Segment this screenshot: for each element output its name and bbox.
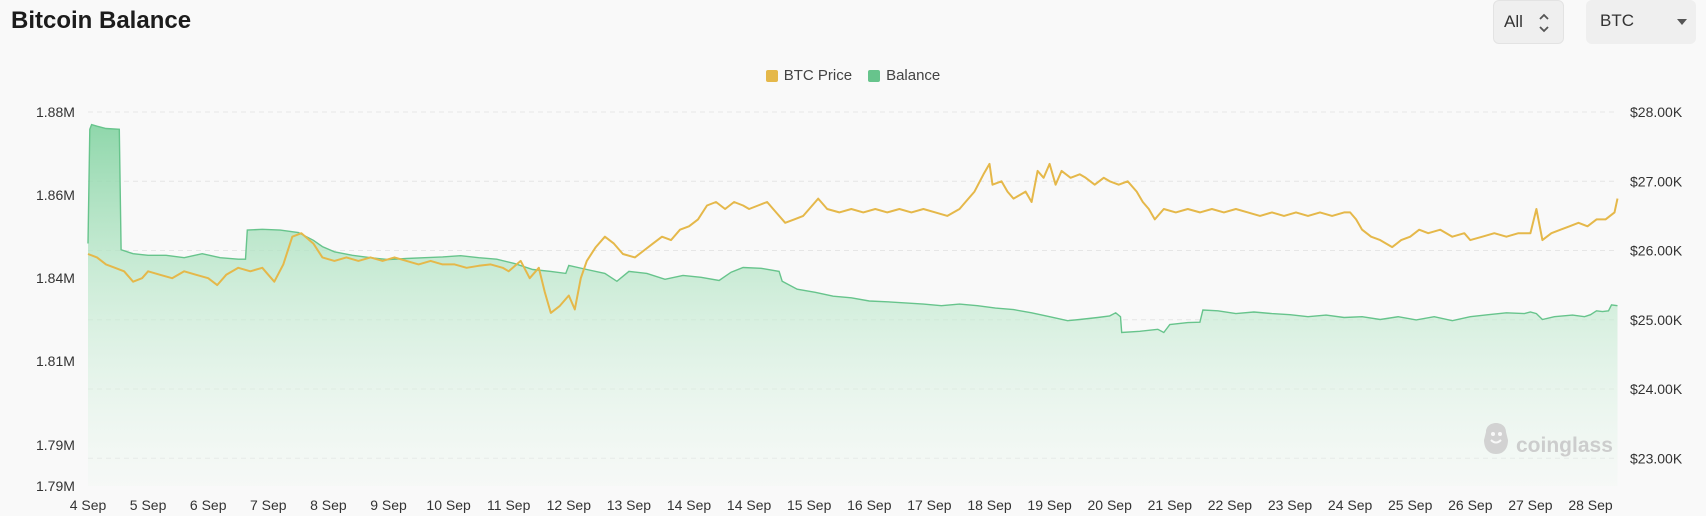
x-tick-label: 19 Sep <box>1027 497 1072 513</box>
x-tick-label: 15 Sep <box>787 497 832 513</box>
y-left-tick-label: 1.81M <box>36 353 75 369</box>
y-left-tick-label: 1.84M <box>36 270 75 286</box>
y-right-tick-label: $25.00K <box>1630 312 1683 328</box>
caret-down-icon <box>1677 19 1687 25</box>
x-tick-label: 9 Sep <box>370 497 407 513</box>
y-right-tick-label: $27.00K <box>1630 173 1683 189</box>
legend-swatch-btc-price <box>765 69 778 82</box>
x-tick-label: 8 Sep <box>310 497 347 513</box>
series-lines-layer <box>87 123 1619 334</box>
header: Bitcoin Balance All BTC <box>0 0 1706 56</box>
range-select-value: All <box>1504 12 1523 31</box>
balance-area-layer <box>88 124 1618 486</box>
coin-select[interactable]: BTC <box>1586 0 1696 44</box>
x-tick-label: 16 Sep <box>847 497 892 513</box>
x-tick-label: 27 Sep <box>1508 497 1553 513</box>
x-tick-label: 18 Sep <box>967 497 1012 513</box>
y-axis-right: $28.00K $27.00K $26.00K $25.00K $24.00K $23.0… <box>1630 104 1683 466</box>
y-axis-left: 1.88M 1.86M 1.84M 1.81M 1.79M 1.79M <box>36 104 75 494</box>
legend-label-balance: Balance <box>886 67 941 84</box>
x-tick-label: 20 Sep <box>1088 497 1133 513</box>
x-axis: 4 Sep 5 Sep 6 Sep 7 Sep 8 Sep 9 Sep 10 Sep 11 S… <box>70 497 1613 513</box>
balance-area <box>88 124 1618 486</box>
watermark: coinglass <box>1484 423 1613 457</box>
y-left-tick-label: 1.88M <box>36 104 75 120</box>
legend-item-btc-price[interactable]: BTC Price <box>765 67 853 84</box>
x-tick-label: 4 Sep <box>70 497 107 513</box>
up-down-chevron-icon <box>1539 13 1549 33</box>
y-right-tick-label: $26.00K <box>1630 243 1683 259</box>
x-tick-label: 10 Sep <box>426 497 471 513</box>
watermark-text: coinglass <box>1516 434 1613 457</box>
x-tick-label: 14 Sep <box>727 497 772 513</box>
x-tick-label: 5 Sep <box>130 497 167 513</box>
x-tick-label: 22 Sep <box>1208 497 1253 513</box>
x-tick-label: 14 Sep <box>667 497 712 513</box>
range-select[interactable]: All <box>1493 0 1564 44</box>
x-tick-label: 6 Sep <box>190 497 227 513</box>
legend-item-balance[interactable]: Balance <box>868 67 940 84</box>
x-tick-label: 28 Sep <box>1568 497 1613 513</box>
coinglass-logo-icon <box>1484 423 1508 454</box>
y-left-tick-label: 1.79M <box>36 478 75 494</box>
y-right-tick-label: $24.00K <box>1630 381 1683 397</box>
y-left-tick-label: 1.79M <box>36 437 75 453</box>
legend-label-btc-price: BTC Price <box>783 67 853 84</box>
x-tick-label: 13 Sep <box>607 497 652 513</box>
coin-select-value: BTC <box>1600 11 1634 30</box>
x-tick-label: 21 Sep <box>1148 497 1193 513</box>
y-left-tick-label: 1.86M <box>36 187 75 203</box>
x-tick-label: 12 Sep <box>547 497 592 513</box>
chart-legend: BTC Price Balance <box>0 67 1706 84</box>
btc-price-line <box>87 162 1619 314</box>
x-tick-label: 24 Sep <box>1328 497 1373 513</box>
y-right-tick-label: $28.00K <box>1630 104 1683 120</box>
x-tick-label: 26 Sep <box>1448 497 1493 513</box>
x-tick-label: 25 Sep <box>1388 497 1433 513</box>
x-tick-label: 11 Sep <box>487 497 531 513</box>
y-right-tick-label: $23.00K <box>1630 450 1683 466</box>
x-tick-label: 23 Sep <box>1268 497 1313 513</box>
page-title: Bitcoin Balance <box>11 7 192 34</box>
x-tick-label: 17 Sep <box>907 497 952 513</box>
legend-swatch-balance <box>868 69 881 82</box>
x-tick-label: 7 Sep <box>250 497 287 513</box>
balance-line <box>87 123 1618 334</box>
